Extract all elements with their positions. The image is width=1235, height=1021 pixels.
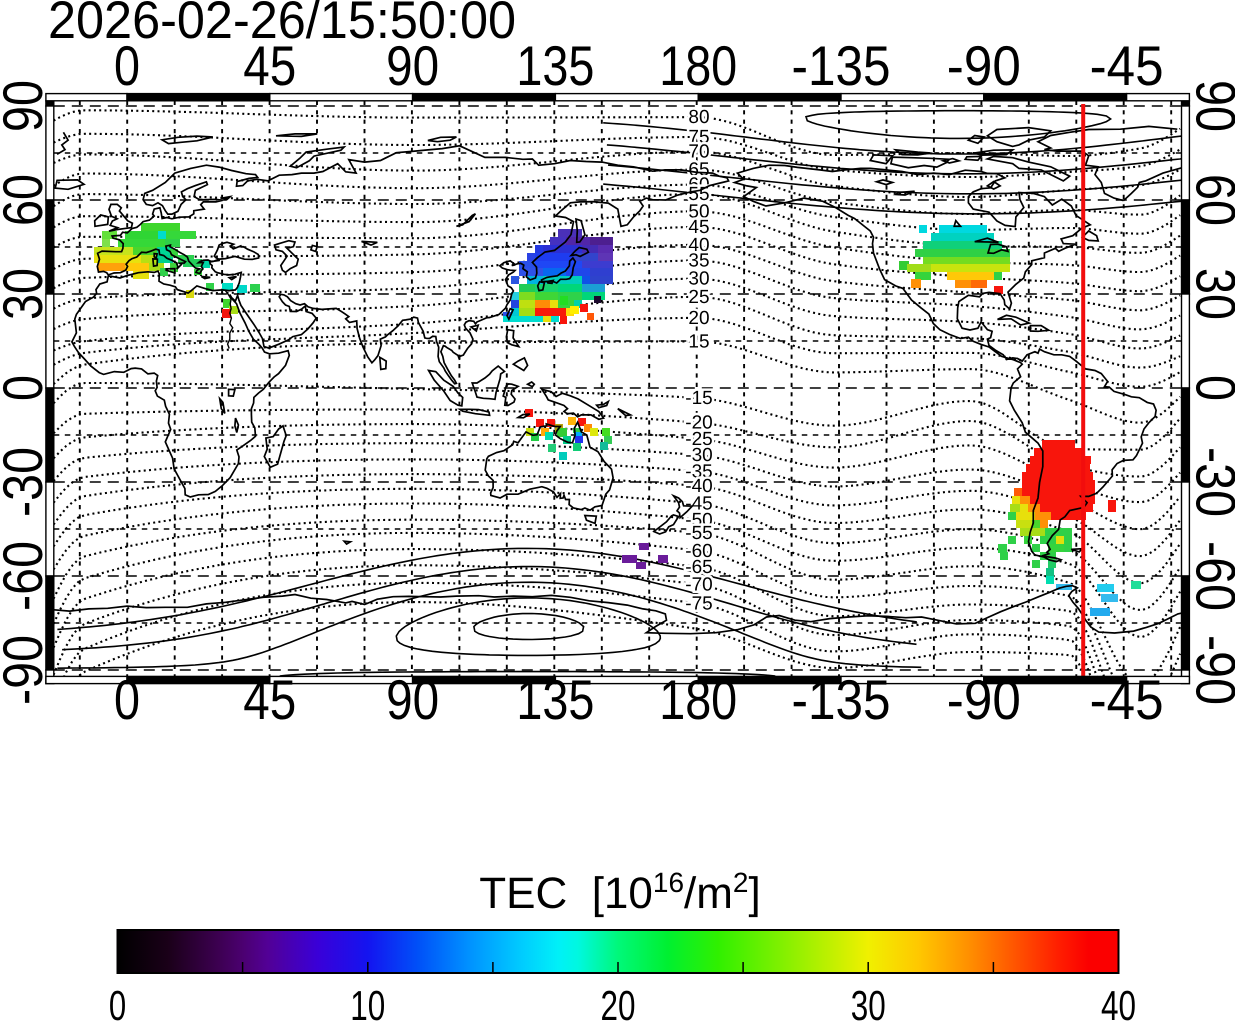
svg-text:2026-02-26/15:50:00: 2026-02-26/15:50:00 [48,0,516,50]
svg-text:-15: -15 [685,388,712,409]
svg-text:75: 75 [688,127,709,148]
svg-text:-45: -45 [1090,34,1164,97]
svg-text:30: 30 [1185,268,1235,320]
svg-text:-50: -50 [685,510,712,531]
svg-text:-55: -55 [685,523,712,544]
svg-text:-60: -60 [685,541,712,562]
svg-text:40: 40 [688,235,709,256]
svg-text:90: 90 [1185,80,1235,132]
svg-text:-135: -135 [792,668,891,731]
svg-text:180: 180 [659,668,737,731]
svg-text:135: 135 [516,34,594,97]
svg-text:-90: -90 [0,635,54,705]
svg-text:-90: -90 [1185,635,1235,705]
svg-text:-90: -90 [947,668,1021,731]
svg-text:20: 20 [601,982,636,1021]
svg-text:90: 90 [0,80,54,132]
svg-text:-45: -45 [1090,668,1164,731]
svg-text:-40: -40 [685,476,712,497]
svg-text:180: 180 [659,34,737,97]
svg-text:-90: -90 [947,34,1021,97]
svg-text:30: 30 [851,982,886,1021]
svg-text:15: 15 [688,331,709,352]
svg-text:-45: -45 [685,494,712,515]
svg-text:45: 45 [243,34,296,97]
svg-text:0: 0 [114,34,140,97]
svg-text:30: 30 [688,269,709,290]
svg-text:-30: -30 [1185,447,1235,517]
svg-text:45: 45 [243,668,296,731]
svg-text:0: 0 [0,375,54,401]
svg-text:-30: -30 [0,447,54,517]
svg-text:50: 50 [688,201,709,222]
svg-text:90: 90 [386,34,439,97]
svg-text:-70: -70 [685,575,712,596]
svg-text:60: 60 [1185,174,1235,226]
svg-text:-20: -20 [685,413,712,434]
svg-text:0: 0 [1185,375,1235,401]
svg-text:60: 60 [0,174,54,226]
svg-text:10: 10 [350,982,385,1021]
svg-text:0: 0 [114,668,140,731]
svg-text:-60: -60 [0,541,54,611]
svg-text:0: 0 [109,982,126,1021]
svg-text:20: 20 [688,308,709,329]
svg-text:45: 45 [688,217,709,238]
svg-text:-135: -135 [792,34,891,97]
svg-text:90: 90 [386,668,439,731]
svg-text:35: 35 [688,251,709,272]
svg-text:65: 65 [688,160,709,181]
svg-text:70: 70 [688,142,709,163]
svg-text:30: 30 [0,268,54,320]
svg-text:40: 40 [1101,982,1136,1021]
svg-text:-25: -25 [685,429,712,450]
svg-text:80: 80 [688,107,709,128]
svg-text:-75: -75 [685,594,712,615]
svg-text:135: 135 [516,668,594,731]
svg-text:25: 25 [688,287,709,308]
svg-text:-35: -35 [685,461,712,482]
svg-text:-65: -65 [685,557,712,578]
svg-text:TEC [1016/m2]: TEC [1016/m2] [479,867,760,918]
svg-text:-60: -60 [1185,541,1235,611]
svg-text:60: 60 [688,175,709,196]
svg-text:-30: -30 [685,445,712,466]
